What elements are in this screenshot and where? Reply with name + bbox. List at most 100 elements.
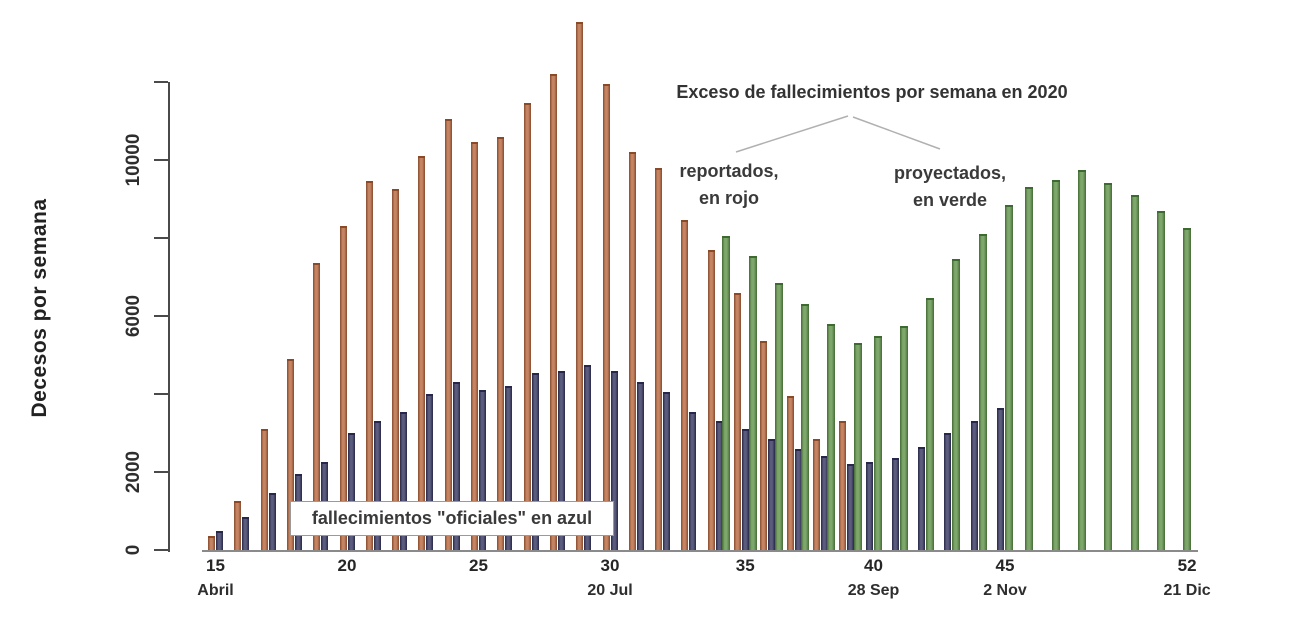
legend-projected-line2: en verde	[912, 190, 988, 210]
bar-projected-week-46	[1025, 187, 1034, 550]
x-tick-label-52: 52	[1177, 556, 1197, 575]
bar-official-week-30	[610, 370, 618, 550]
y-tick-10000	[154, 159, 168, 161]
bar-projected-week-45	[1005, 204, 1013, 550]
y-tick-6000	[154, 315, 168, 317]
bar-official-week-17	[268, 493, 276, 550]
bar-official-week-23	[426, 394, 434, 550]
legend-projected-label: proyectados, en verde	[894, 160, 1006, 214]
bar-projected-week-43	[952, 259, 961, 550]
bar-reported-week-33	[681, 220, 689, 550]
bar-reported-week-32	[655, 167, 663, 550]
bar-official-week-39	[847, 464, 855, 550]
bar-reported-week-19	[313, 263, 321, 550]
bar-projected-week-38	[827, 323, 836, 550]
bar-official-week-32	[663, 392, 671, 550]
bar-projected-week-49	[1104, 183, 1113, 550]
bar-official-week-34	[715, 421, 723, 550]
legend-reported-label: reportados, en rojo	[679, 158, 778, 212]
bar-official-week-42	[918, 446, 926, 550]
x-tick-label-15: 15	[206, 556, 225, 575]
bar-reported-week-24	[444, 119, 452, 550]
x-tick-label-35: 35	[735, 556, 755, 575]
legend-reported-line1: reportados,	[679, 161, 779, 181]
x-tick-label-30: 30	[600, 556, 620, 575]
x-sub-label-45: 2 Nov	[983, 582, 1027, 599]
bar-official-week-24	[452, 382, 460, 550]
x-axis-baseline	[202, 550, 1198, 552]
y-tick-4000	[154, 393, 168, 395]
x-sub-label-15: Abril	[197, 582, 234, 599]
bar-reported-week-30	[602, 83, 610, 550]
bar-projected-week-51	[1156, 210, 1165, 550]
bar-reported-week-34	[707, 249, 715, 550]
bar-reported-week-28	[549, 74, 557, 550]
bar-reported-week-27	[523, 103, 531, 550]
bar-projected-week-40	[873, 335, 882, 550]
legend-official-label: fallecimientos "oficiales" en azul	[311, 508, 593, 528]
bar-official-week-38	[820, 456, 828, 550]
x-tick-label-20: 20	[337, 556, 357, 575]
bar-official-week-41	[891, 458, 899, 550]
legend-reported-line2: en rojo	[698, 188, 759, 208]
bar-official-week-25	[479, 390, 486, 550]
y-tick-label-2000: 2000	[123, 450, 144, 494]
bar-official-week-36	[768, 438, 776, 550]
y-tick-2000	[154, 471, 168, 473]
x-tick-label-40: 40	[864, 556, 883, 575]
x-tick-label-25: 25	[469, 556, 488, 575]
bar-projected-week-52	[1183, 228, 1192, 550]
bar-reported-week-17	[260, 429, 268, 550]
bar-projected-week-39	[853, 343, 862, 550]
bar-reported-week-25	[471, 142, 478, 550]
bar-projected-week-48	[1077, 169, 1086, 550]
bar-official-week-35	[742, 429, 749, 550]
legend-official-label-box: fallecimientos "oficiales" en azul	[290, 501, 614, 536]
bar-official-week-15	[216, 530, 223, 550]
bar-projected-week-50	[1130, 195, 1139, 550]
bar-reported-week-36	[760, 341, 768, 550]
bar-official-week-43	[944, 433, 952, 550]
bar-reported-week-15	[208, 536, 215, 550]
bar-reported-week-22	[392, 189, 400, 550]
y-tick-8000	[154, 237, 168, 239]
bar-reported-week-21	[365, 181, 373, 550]
bar-reported-week-16	[234, 501, 242, 550]
y-tick-12000	[154, 81, 168, 83]
bar-official-week-45	[997, 407, 1004, 550]
bar-reported-week-35	[734, 292, 741, 550]
bar-projected-week-34	[722, 236, 731, 550]
bar-reported-week-23	[418, 156, 426, 550]
bar-official-week-21	[373, 421, 381, 550]
bar-projected-week-36	[774, 282, 783, 550]
bar-reported-week-18	[286, 358, 294, 550]
bar-reported-week-31	[628, 152, 636, 550]
bar-official-week-20	[347, 433, 355, 550]
bar-official-week-28	[557, 370, 565, 550]
bar-official-week-27	[531, 372, 539, 550]
bar-official-week-40	[865, 462, 873, 550]
bar-reported-week-20	[339, 226, 347, 550]
bar-reported-week-29	[576, 21, 584, 550]
bar-official-week-44	[970, 421, 978, 550]
bar-official-week-31	[636, 382, 644, 550]
bar-reported-week-38	[812, 438, 820, 550]
bar-projected-week-35	[748, 255, 757, 550]
bar-projected-week-42	[926, 298, 935, 550]
bar-official-week-16	[242, 516, 250, 550]
bar-projected-week-47	[1051, 179, 1060, 550]
x-tick-label-45: 45	[995, 556, 1015, 575]
chart-title: Exceso de fallecimientos por semana en 2…	[676, 82, 1068, 102]
bar-official-week-33	[689, 411, 697, 550]
bar-projected-week-41	[899, 325, 908, 550]
bar-projected-week-44	[978, 234, 987, 550]
bar-reported-week-37	[786, 395, 794, 550]
bar-projected-week-37	[801, 304, 810, 550]
y-axis-line	[168, 82, 170, 552]
legend-projected-line1: proyectados,	[893, 163, 1007, 183]
bar-official-week-22	[400, 411, 408, 550]
bar-official-week-29	[584, 364, 592, 550]
y-tick-0	[154, 549, 168, 551]
connector-lines	[735, 115, 941, 153]
